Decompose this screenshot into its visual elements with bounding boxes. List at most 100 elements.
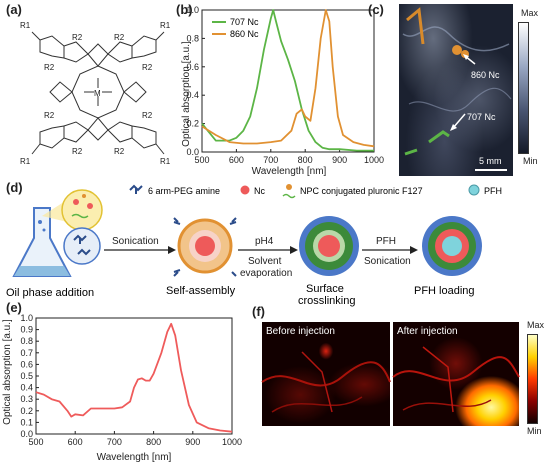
ylabel-b: Optical absorption [a.u.] bbox=[181, 41, 192, 147]
chart-b-ytick-label: 0.8 bbox=[186, 33, 199, 43]
vessel-overlay: 860 Nc 707 Nc 5 mm bbox=[402, 7, 512, 171]
legend-peg-label: 6 arm-PEG amine bbox=[148, 186, 220, 196]
colorbar-f bbox=[527, 334, 538, 424]
micelle-self-assembly bbox=[173, 217, 237, 277]
chart-e-ytick-label: 0.3 bbox=[20, 394, 33, 404]
panel-label-c: (c) bbox=[368, 2, 384, 17]
chart-e-xtick-label: 1000 bbox=[222, 437, 242, 447]
panel-label-d: (d) bbox=[6, 180, 23, 195]
signal-707-b bbox=[404, 148, 418, 156]
flask-icon bbox=[12, 207, 72, 277]
chart-b-xtick-label: 900 bbox=[332, 155, 347, 165]
chart-b-ytick-label: 1.0 bbox=[186, 5, 199, 15]
step-sonication: Sonication bbox=[112, 236, 159, 247]
chart-e-xtick-label: 600 bbox=[68, 437, 83, 447]
water-phase-zoom bbox=[63, 227, 101, 265]
panel-label-f: (f) bbox=[252, 304, 265, 319]
vessels-before bbox=[261, 351, 391, 413]
panel-label-e: (e) bbox=[6, 300, 22, 315]
signal-860-b bbox=[452, 45, 462, 55]
colorbar-c-max: Max bbox=[521, 8, 539, 18]
r2-label-8: R2 bbox=[44, 111, 55, 120]
crosslinked-particle bbox=[299, 216, 359, 276]
chart-b-xtick-label: 500 bbox=[194, 155, 209, 165]
legend-860: 860 Nc bbox=[230, 29, 259, 39]
chart-b-xtick-label: 1000 bbox=[364, 155, 384, 165]
colorbar-f-min: Min bbox=[527, 426, 542, 436]
chart-b-series-860-nc bbox=[201, 9, 375, 148]
signal-860-a bbox=[406, 7, 425, 45]
step-solvent-1: Solvent bbox=[248, 256, 282, 267]
npc-icon bbox=[286, 184, 292, 190]
ylabel-e: Optical absorption [a.u.] bbox=[2, 319, 13, 425]
scalebar-label: 5 mm bbox=[479, 156, 502, 166]
chart-b-ytick-label: 0.4 bbox=[186, 90, 199, 100]
r2-label-5: R2 bbox=[142, 63, 153, 72]
chart-e-ytick-label: 1.0 bbox=[20, 313, 33, 323]
xlabel-b: Wavelength [nm] bbox=[252, 166, 327, 177]
image-after-injection: After injection bbox=[392, 322, 520, 426]
step-sonication-2: Sonication bbox=[364, 256, 411, 267]
caption-surface-1: Surface bbox=[306, 283, 344, 295]
chart-b-xtick-label: 700 bbox=[263, 155, 278, 165]
r1-label-tl: R1 bbox=[20, 21, 31, 30]
label-860-nc: 860 Nc bbox=[471, 70, 500, 80]
label-after: After injection bbox=[397, 326, 458, 337]
panel-label-a: (a) bbox=[6, 2, 22, 17]
r1-label-bl: R1 bbox=[20, 157, 31, 166]
chart-b-ytick-label: 0.6 bbox=[186, 62, 199, 72]
absorption-chart-e: Optical absorption [a.u.] Wavelength [nm… bbox=[2, 313, 242, 463]
chart-b-ytick-label: 0.2 bbox=[186, 119, 199, 129]
step-pfh: PFH bbox=[376, 236, 396, 247]
chart-e-xtick-label: 700 bbox=[107, 437, 122, 447]
r2-label-3: R2 bbox=[114, 147, 125, 156]
legend-707: 707 Nc bbox=[230, 17, 259, 27]
colorbar-f-max: Max bbox=[527, 320, 545, 330]
naphthalocyanine-structure: M R1 R1 R1 R1 R2 R2 R2 R2 R2 R2 R2 R2 bbox=[20, 21, 171, 166]
step-solvent-2: evaporation bbox=[240, 268, 292, 279]
metal-label: M bbox=[94, 89, 101, 98]
chart-e-ytick-label: 0.8 bbox=[20, 336, 33, 346]
step-ph4: pH4 bbox=[255, 236, 274, 247]
r2-label-4: R2 bbox=[72, 147, 83, 156]
caption-oil-phase: Oil phase addition bbox=[6, 287, 94, 299]
caption-pfh-loading: PFH loading bbox=[414, 285, 475, 297]
synthesis-schematic: 6 arm-PEG amine Nc NPC conjugated pluron… bbox=[6, 184, 502, 307]
xlabel-e: Wavelength [nm] bbox=[97, 452, 172, 463]
chart-e-ytick-label: 0.0 bbox=[20, 429, 33, 439]
photoacoustic-image-c: 860 Nc 707 Nc 5 mm bbox=[399, 4, 513, 176]
chart-e-xtick-label: 900 bbox=[185, 437, 200, 447]
r2-label-2: R2 bbox=[72, 33, 83, 42]
chart-b-xtick-label: 800 bbox=[298, 155, 313, 165]
chart-b-ytick-label: 0.0 bbox=[186, 147, 199, 157]
chart-e-xtick-label: 800 bbox=[146, 437, 161, 447]
chart-e-ytick-label: 0.2 bbox=[20, 406, 33, 416]
chart-e-xtick-label: 500 bbox=[28, 437, 43, 447]
vessels-after bbox=[392, 346, 520, 413]
chart-e-series-0 bbox=[35, 322, 233, 433]
r1-label-br: R1 bbox=[160, 157, 171, 166]
legend-npc-label: NPC conjugated pluronic F127 bbox=[300, 186, 423, 196]
chart-b-frame bbox=[201, 9, 375, 153]
chart-e-ytick-label: 0.6 bbox=[20, 359, 33, 369]
legend-pfh-label: PFH bbox=[484, 186, 502, 196]
image-before-injection: Before injection bbox=[261, 322, 391, 426]
colorbar-c bbox=[518, 22, 529, 154]
chart-e-ytick-label: 0.5 bbox=[20, 371, 33, 381]
panel-label-b: (b) bbox=[176, 2, 193, 17]
signal-707-a bbox=[428, 130, 450, 144]
r2-label-7: R2 bbox=[142, 111, 153, 120]
r2-label-1: R2 bbox=[114, 33, 125, 42]
label-707-nc: 707 Nc bbox=[467, 112, 496, 122]
chart-e-ytick-label: 0.4 bbox=[20, 383, 33, 393]
r2-label-6: R2 bbox=[44, 63, 55, 72]
chart-e-frame bbox=[35, 317, 233, 435]
absorption-chart-b: Optical absorption [a.u.] Wavelength [nm… bbox=[181, 5, 384, 177]
chart-e-ytick-label: 0.1 bbox=[20, 417, 33, 427]
chart-e-ytick-label: 0.9 bbox=[20, 325, 33, 335]
nc-icon bbox=[239, 184, 251, 196]
r1-label-tr: R1 bbox=[160, 21, 171, 30]
caption-self-assembly: Self-assembly bbox=[166, 285, 236, 297]
colorbar-c-min: Min bbox=[523, 156, 538, 166]
pfh-loaded-particle bbox=[422, 216, 482, 276]
